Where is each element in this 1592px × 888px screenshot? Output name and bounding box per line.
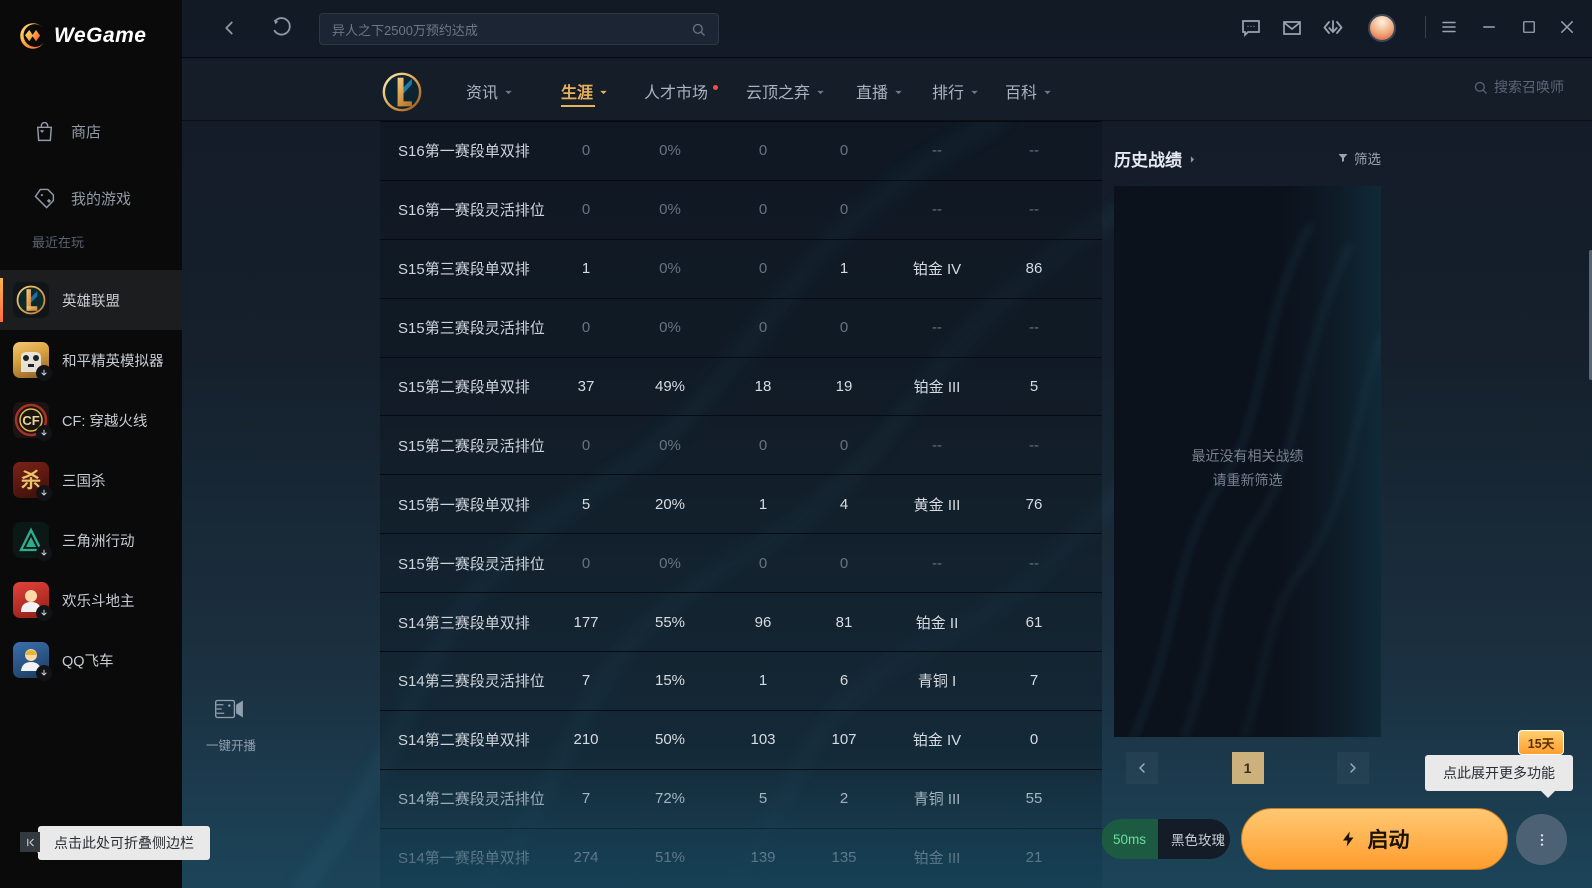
svg-text:CF: CF bbox=[22, 413, 39, 428]
